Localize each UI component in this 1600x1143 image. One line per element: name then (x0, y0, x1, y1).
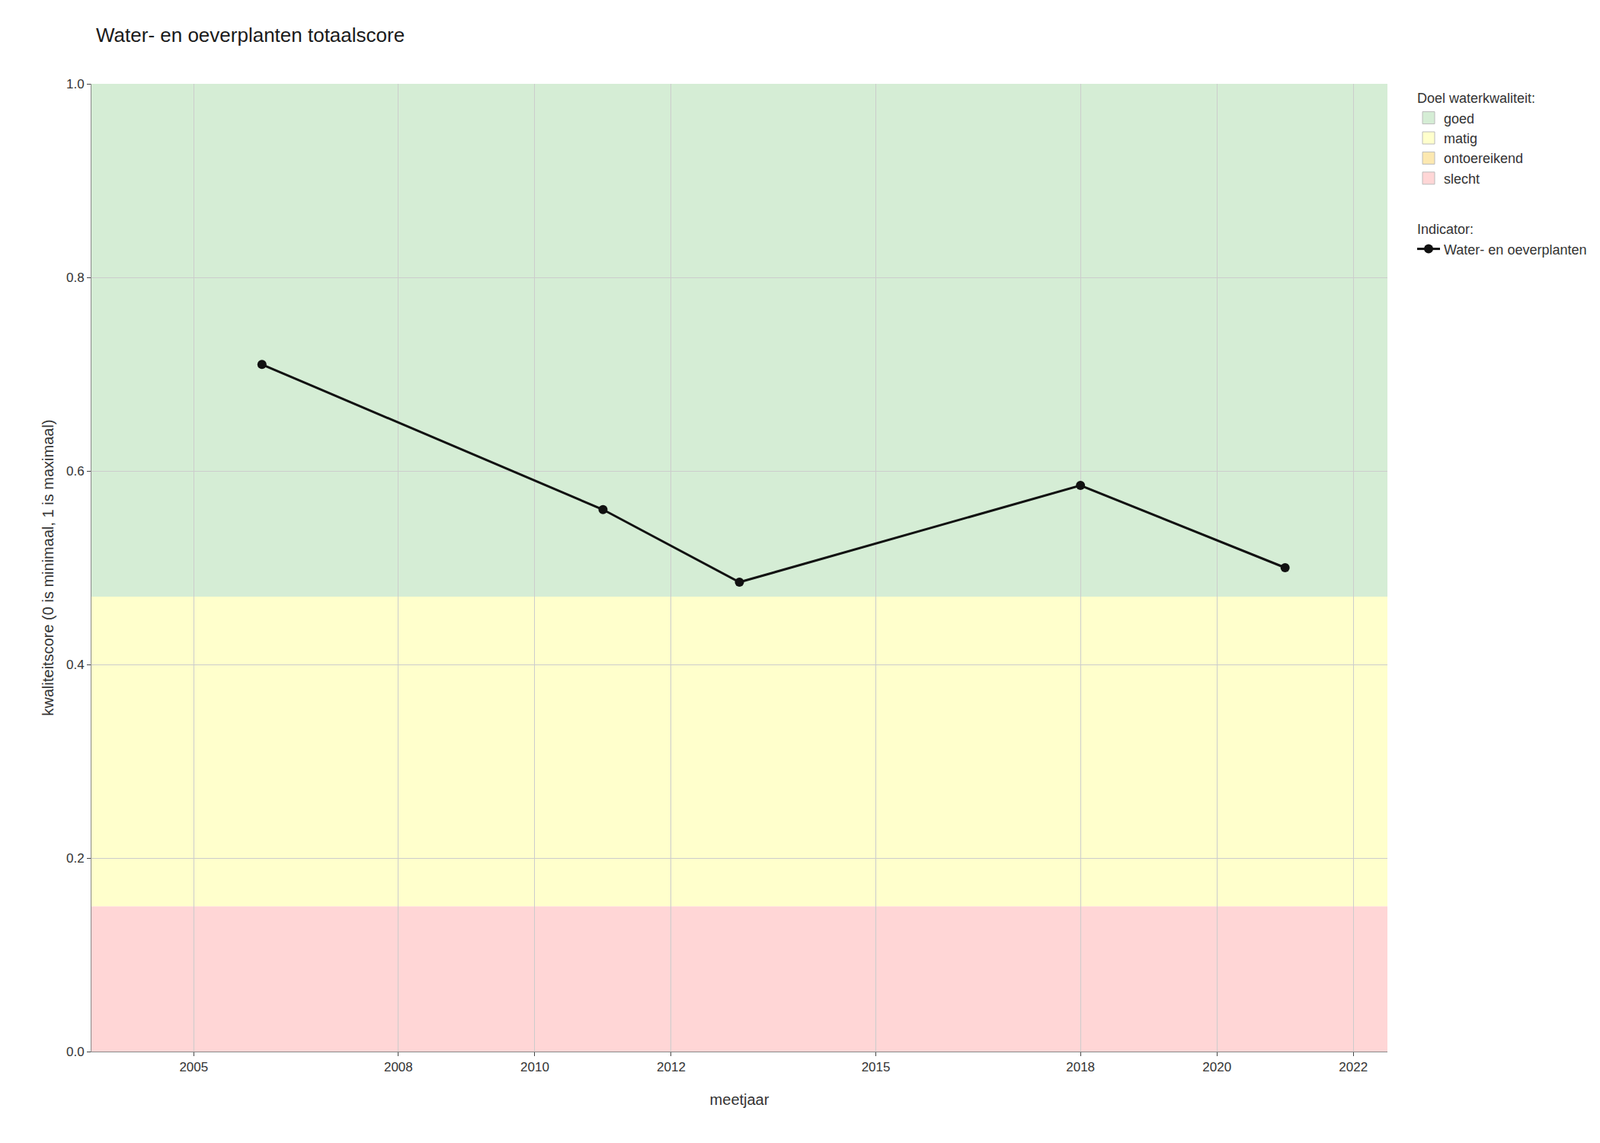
svg-text:Water- en oeverplanten totaals: Water- en oeverplanten totaalscore (96, 23, 405, 47)
svg-text:slecht: slecht (1443, 171, 1480, 187)
svg-text:2010: 2010 (520, 1059, 550, 1075)
svg-text:meetjaar: meetjaar (710, 1091, 770, 1108)
svg-text:2008: 2008 (384, 1059, 413, 1075)
svg-text:0.8: 0.8 (66, 270, 85, 285)
svg-text:Water- en oeverplanten: Water- en oeverplanten (1443, 242, 1587, 258)
svg-text:0.6: 0.6 (66, 464, 85, 479)
svg-text:kwaliteitscore (0 is minimaal,: kwaliteitscore (0 is minimaal, 1 is maxi… (39, 419, 57, 717)
svg-text:0.2: 0.2 (66, 851, 85, 866)
svg-text:2012: 2012 (656, 1059, 686, 1075)
svg-text:1.0: 1.0 (66, 76, 85, 92)
svg-text:0.0: 0.0 (66, 1044, 85, 1060)
svg-text:ontoereikend: ontoereikend (1443, 150, 1524, 167)
svg-text:2018: 2018 (1065, 1059, 1095, 1075)
svg-text:Doel waterkwaliteit:: Doel waterkwaliteit: (1417, 90, 1536, 106)
svg-text:2022: 2022 (1338, 1059, 1368, 1075)
svg-text:matig: matig (1443, 131, 1478, 147)
svg-text:2005: 2005 (179, 1059, 208, 1075)
svg-text:0.4: 0.4 (66, 657, 85, 672)
svg-text:2015: 2015 (861, 1059, 891, 1075)
svg-text:2020: 2020 (1202, 1059, 1232, 1075)
svg-text:Indicator:: Indicator: (1417, 221, 1474, 237)
svg-text:goed: goed (1443, 111, 1475, 127)
